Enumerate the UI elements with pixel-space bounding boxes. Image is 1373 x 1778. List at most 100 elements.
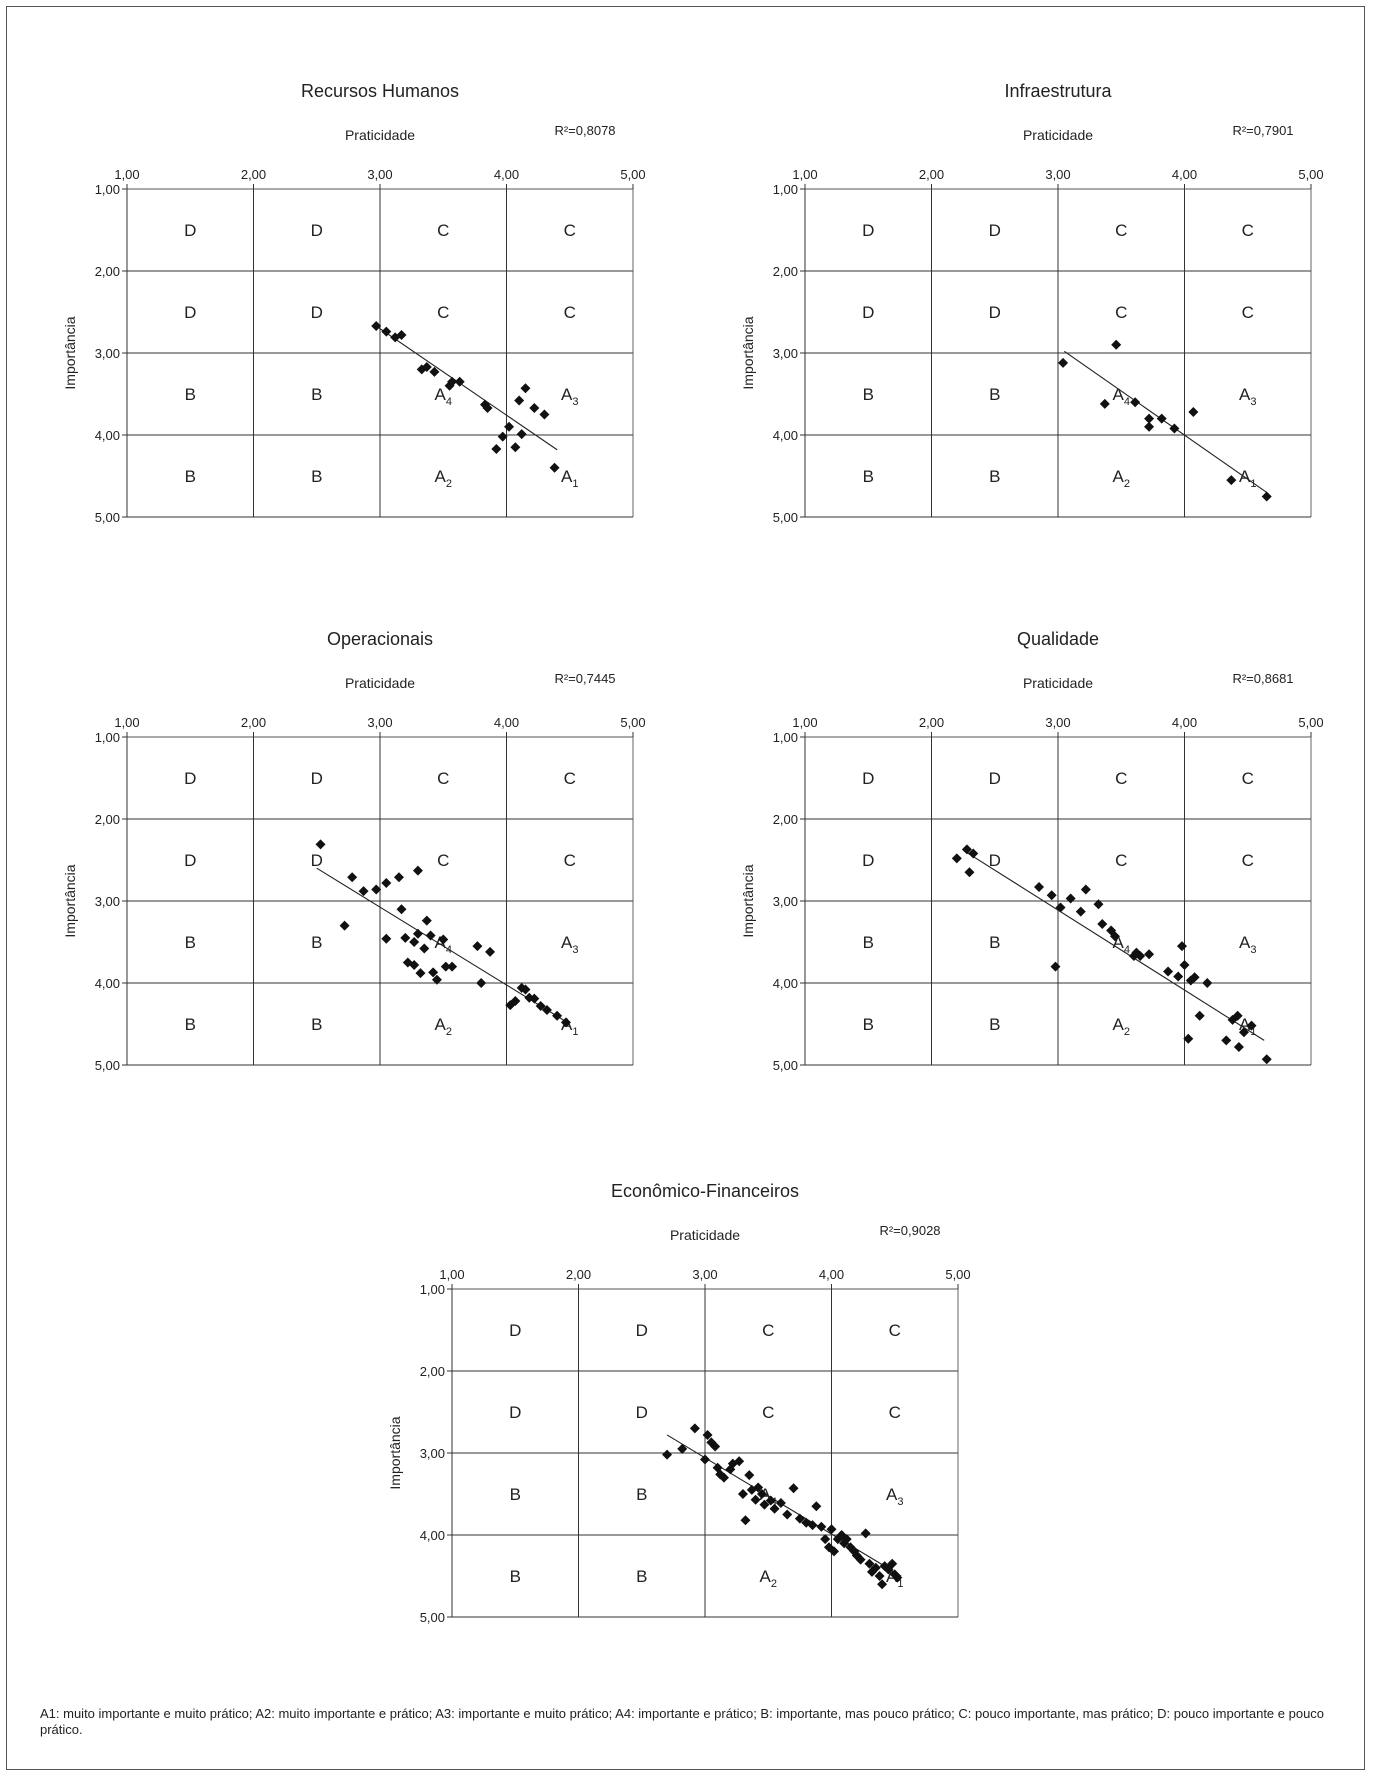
data-point xyxy=(1058,357,1069,368)
data-point xyxy=(454,376,465,387)
y-tick-label: 2,00 xyxy=(773,812,798,827)
x-tick-label: 4,00 xyxy=(1172,167,1197,182)
data-point xyxy=(476,978,487,988)
data-point xyxy=(662,1449,673,1460)
data-point xyxy=(1246,1020,1257,1031)
quadrant-label: A3 xyxy=(1239,933,1256,956)
quadrant-label: B xyxy=(510,1485,521,1504)
data-point xyxy=(1183,1033,1194,1044)
data-point xyxy=(1097,918,1108,929)
data-point xyxy=(951,853,962,864)
data-point xyxy=(482,402,493,413)
data-point xyxy=(1109,931,1120,942)
quadrant-label: A1 xyxy=(561,467,578,490)
data-point xyxy=(1050,961,1061,972)
quadrant-label: A4 xyxy=(1113,385,1130,408)
quadrant-label: C xyxy=(889,1321,901,1340)
data-point xyxy=(710,1441,721,1452)
x-tick-label: 5,00 xyxy=(945,1267,970,1282)
y-tick-label: 5,00 xyxy=(95,510,120,525)
data-point xyxy=(491,443,502,454)
quadrant-label: B xyxy=(636,1567,647,1586)
quadrant-subscript: 2 xyxy=(446,1026,452,1038)
data-point xyxy=(1173,971,1184,982)
data-point xyxy=(1188,407,1199,418)
y-tick-label: 2,00 xyxy=(95,812,120,827)
data-point xyxy=(549,462,560,473)
y-tick-label: 3,00 xyxy=(773,894,798,909)
r-squared-label: R²=0,8078 xyxy=(554,123,615,138)
quadrant-label: C xyxy=(1242,851,1254,870)
data-point xyxy=(1080,884,1091,895)
data-point xyxy=(877,1579,888,1590)
data-point xyxy=(855,1554,866,1565)
data-point xyxy=(447,961,458,972)
data-point xyxy=(1144,413,1155,424)
data-point xyxy=(870,1562,881,1573)
x-tick-label: 3,00 xyxy=(367,167,392,182)
data-point xyxy=(1221,1035,1232,1046)
x-tick-label: 5,00 xyxy=(1298,167,1323,182)
data-point xyxy=(409,959,420,970)
y-tick-label: 2,00 xyxy=(420,1364,445,1379)
quadrant-subscript: 4 xyxy=(1124,396,1130,408)
data-point xyxy=(396,329,407,340)
quadrant-label: B xyxy=(989,385,1000,404)
quadrant-label: C xyxy=(437,769,449,788)
quadrant-label: D xyxy=(311,769,323,788)
quadrant-subscript: 2 xyxy=(1124,478,1130,490)
y-tick-label: 4,00 xyxy=(420,1528,445,1543)
quadrant-subscript: 2 xyxy=(771,1578,777,1590)
quadrant-label: B xyxy=(636,1485,647,1504)
trendline xyxy=(1064,350,1268,493)
data-point xyxy=(412,928,423,939)
quadrant-subscript: 1 xyxy=(1250,478,1256,490)
quadrant-label: D xyxy=(636,1321,648,1340)
x-tick-label: 5,00 xyxy=(1298,715,1323,730)
data-point xyxy=(539,409,550,420)
y-tick-label: 1,00 xyxy=(420,1282,445,1297)
data-point xyxy=(820,1534,831,1545)
x-tick-label: 2,00 xyxy=(566,1267,591,1282)
x-axis-label: Praticidade xyxy=(670,1227,740,1243)
data-point xyxy=(347,872,358,883)
data-point xyxy=(887,1558,898,1569)
data-point xyxy=(431,974,442,985)
quadrant-subscript: 2 xyxy=(1124,1026,1130,1038)
data-point xyxy=(425,930,436,941)
r-squared-label: R²=0,7901 xyxy=(1232,123,1293,138)
data-point xyxy=(510,996,521,1007)
quadrant-label: C xyxy=(1115,221,1127,240)
quadrant-label: D xyxy=(862,221,874,240)
data-point xyxy=(438,934,449,945)
trendline xyxy=(962,849,1265,1041)
data-point xyxy=(769,1503,780,1514)
chart-0: Recursos Humanos Praticidade R²=0,8078 Impo… xyxy=(62,81,646,525)
x-tick-label: 1,00 xyxy=(792,715,817,730)
quadrant-label: D xyxy=(184,769,196,788)
data-point xyxy=(1202,978,1213,988)
y-axis-label: Importância xyxy=(387,1416,403,1489)
y-tick-label: 4,00 xyxy=(773,428,798,443)
y-tick-label: 1,00 xyxy=(95,730,120,745)
x-tick-label: 4,00 xyxy=(1172,715,1197,730)
x-axis-label: Praticidade xyxy=(345,675,415,691)
data-point xyxy=(1099,398,1110,409)
y-tick-label: 5,00 xyxy=(95,1058,120,1073)
quadrant-label: D xyxy=(989,221,1001,240)
quadrant-label: A3 xyxy=(561,385,578,408)
quadrant-label: A3 xyxy=(1239,385,1256,408)
data-point xyxy=(381,933,392,944)
data-point xyxy=(412,865,423,876)
data-point xyxy=(1130,397,1141,408)
y-axis-label: Importância xyxy=(740,316,756,389)
data-point xyxy=(826,1524,837,1535)
data-point xyxy=(421,361,432,372)
data-point xyxy=(371,884,382,895)
quadrant-subscript: 4 xyxy=(1124,944,1130,956)
chart-title: Recursos Humanos xyxy=(301,81,459,101)
y-tick-label: 4,00 xyxy=(95,976,120,991)
data-point xyxy=(740,1515,751,1526)
data-point xyxy=(1034,882,1045,893)
data-point xyxy=(428,967,439,978)
